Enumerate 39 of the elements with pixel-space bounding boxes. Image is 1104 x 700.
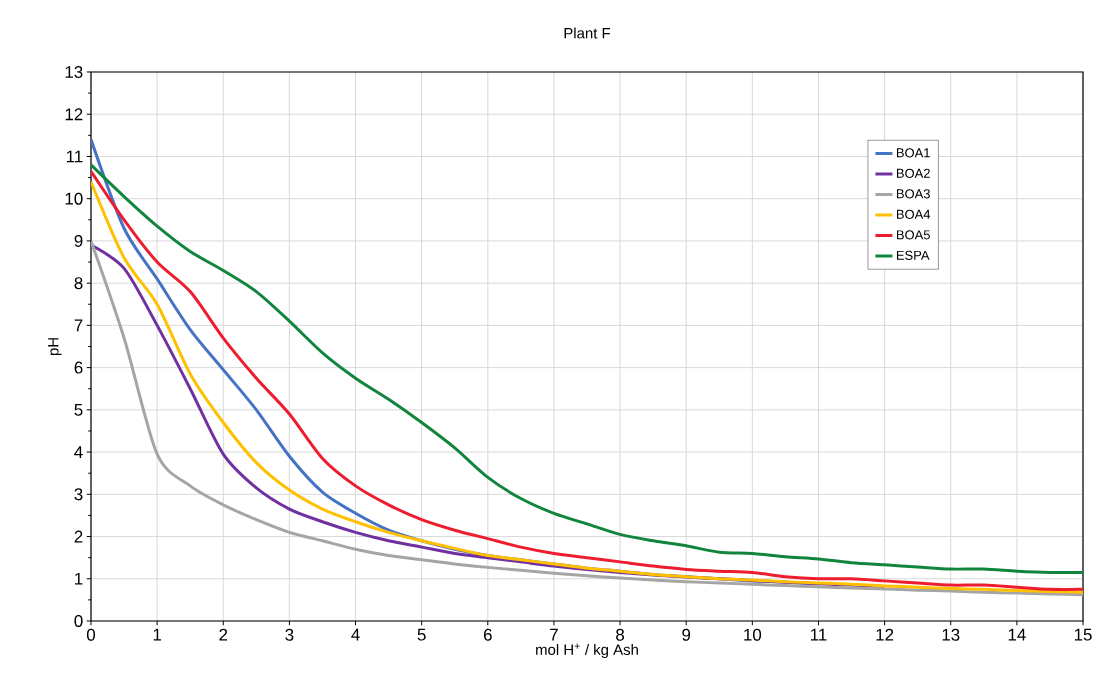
x-tick-label: 13: [942, 628, 960, 641]
y-tick-label: 5: [74, 403, 83, 416]
y-axis-title: pH: [48, 338, 62, 356]
y-tick-label: 12: [65, 108, 83, 121]
y-tick-label: 7: [74, 319, 83, 332]
legend-label: BOA3: [896, 189, 930, 199]
x-tick-label: 8: [616, 628, 625, 641]
y-tick-label: 0: [74, 615, 83, 627]
y-tick-label: 8: [74, 277, 83, 290]
x-tick-label: 12: [876, 628, 894, 641]
x-tick-label: 15: [1074, 628, 1092, 641]
x-tick-label: 11: [810, 628, 827, 641]
legend-label: BOA2: [896, 168, 930, 178]
x-tick-label: 10: [744, 628, 762, 641]
legend-label: BOA1: [896, 148, 930, 158]
y-tick-label: 10: [65, 192, 83, 205]
x-tick-label: 2: [219, 628, 228, 641]
y-tick-label: 4: [74, 446, 83, 458]
y-tick-label: 6: [74, 361, 83, 374]
y-tick-label: 9: [74, 234, 83, 247]
x-tick-label: 7: [550, 628, 558, 641]
x-axis-title: mol H$^{+}$ / kg Ash: [536, 643, 638, 658]
y-tick-label: 13: [65, 66, 83, 78]
x-tick-label: 4: [351, 628, 360, 641]
x-tick-label: 1: [153, 628, 162, 641]
chart-title: Plant F: [564, 27, 611, 39]
y-tick-label: 1: [75, 572, 83, 585]
x-tick-label: 9: [682, 628, 691, 641]
x-tick-label: 3: [285, 628, 294, 641]
x-tick-label: 5: [417, 628, 426, 641]
legend-label: BOA5: [896, 230, 930, 240]
y-tick-label: 2: [74, 530, 83, 543]
x-tick-label: 0: [86, 628, 96, 641]
x-tick-label: 14: [1008, 628, 1026, 641]
y-tick-label: 11: [66, 150, 83, 163]
legend-label: ESPA: [896, 250, 930, 260]
x-tick-label: 6: [483, 628, 492, 641]
y-tick-label: 3: [74, 488, 83, 501]
legend-label: BOA4: [896, 209, 931, 219]
